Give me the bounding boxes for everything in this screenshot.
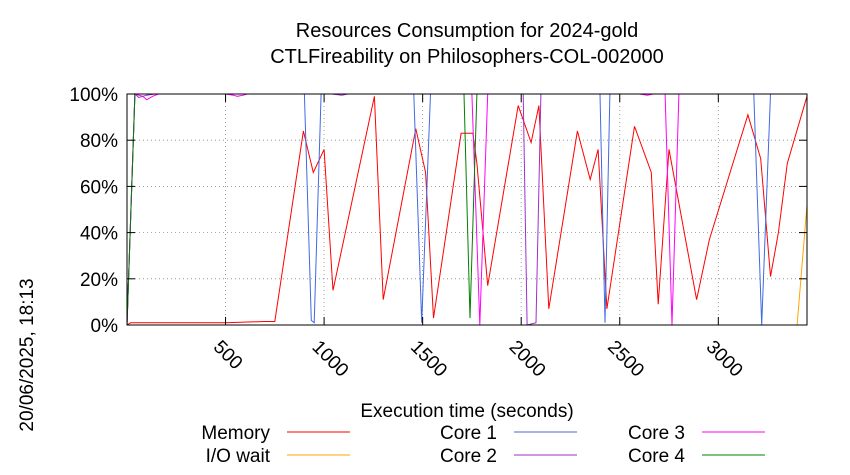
plot-frame <box>126 93 808 326</box>
legend-label: Core 3 <box>628 423 685 444</box>
y-axis-ticks: 0% 20% 40% 60% 80% 100% <box>69 85 807 337</box>
x-tick-label: 2000 <box>505 337 550 382</box>
legend-label: Core 4 <box>628 446 685 467</box>
series-line-core-1 <box>126 93 807 326</box>
legend-label: Memory <box>201 423 270 444</box>
series-line-memory <box>126 96 808 326</box>
x-tick-label: 3000 <box>702 337 747 382</box>
y-tick-label: 60% <box>80 177 118 198</box>
y-tick-label: 0% <box>91 316 119 337</box>
x-axis-label: Execution time (seconds) <box>360 401 573 422</box>
timestamp-label: 20/06/2025, 18:13 <box>17 278 38 431</box>
legend-label: Core 1 <box>440 423 497 444</box>
legend-label: Core 2 <box>440 446 497 467</box>
legend-label: I/O wait <box>206 446 271 467</box>
x-tick-label: 1000 <box>308 337 353 382</box>
x-tick-label: 500 <box>209 337 246 374</box>
x-tick-label: 1500 <box>406 337 451 382</box>
y-tick-label: 40% <box>80 224 118 245</box>
chart-subtitle: CTLFireability on Philosophers-COL-00200… <box>270 46 664 68</box>
series-line-core-4 <box>126 93 807 326</box>
y-tick-label: 20% <box>80 270 118 291</box>
chart-title: Resources Consumption for 2024-gold <box>296 20 638 42</box>
series-lines <box>126 92 808 326</box>
y-tick-label: 100% <box>69 85 118 106</box>
y-tick-label: 80% <box>80 131 118 152</box>
x-tick-label: 2500 <box>603 337 648 382</box>
